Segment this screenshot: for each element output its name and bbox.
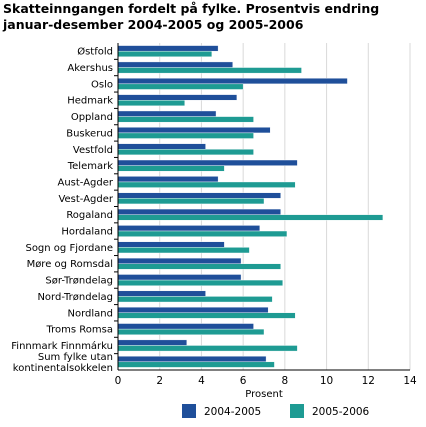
bar-2005-2006	[117, 345, 298, 352]
category-label: Troms Romsa	[46, 325, 113, 336]
chart-title: Skatteinngangen fordelt på fylke. Prosen…	[3, 1, 380, 32]
x-tick-label: 4	[198, 375, 205, 387]
grid-lines	[159, 43, 411, 370]
bar-2004-2005	[117, 61, 233, 68]
category-label: Aust-Agder	[58, 177, 114, 188]
category-label: Møre og Romsdal	[27, 259, 113, 270]
category-label: Østfold	[77, 46, 113, 58]
legend-swatch	[182, 404, 196, 418]
bar-2004-2005	[117, 192, 281, 199]
category-label: Oppland	[71, 112, 113, 123]
bar-2004-2005	[117, 290, 206, 297]
bar-2005-2006	[117, 83, 244, 90]
bar-2005-2006	[117, 50, 213, 57]
x-tick-label: 2	[156, 375, 163, 387]
category-label: Hordaland	[61, 227, 113, 238]
category-label: Finnmark Finnmárku	[11, 340, 113, 352]
category-label: Akershus	[67, 63, 113, 74]
category-label: Buskerud	[66, 128, 113, 139]
bar-2005-2006	[117, 149, 254, 156]
legend: 2004-2005 2005-2006	[182, 404, 370, 418]
bar-2004-2005	[117, 78, 348, 85]
x-tick-label: 10	[320, 375, 333, 387]
legend-swatch	[290, 404, 304, 418]
bar-2005-2006	[117, 116, 254, 123]
category-label: Hedmark	[67, 96, 113, 107]
bar-2005-2006	[117, 296, 273, 303]
category-label: Sum fylke utan	[38, 352, 113, 363]
bar-2005-2006	[117, 100, 185, 107]
bar-2005-2006	[117, 263, 281, 270]
category-label: Oslo	[91, 79, 113, 90]
bar-2004-2005	[117, 323, 254, 330]
bar-2004-2005	[117, 127, 271, 134]
x-tick-label: 12	[362, 375, 375, 387]
bar-2004-2005	[117, 159, 298, 166]
bar-2004-2005	[117, 306, 269, 313]
bar-2004-2005	[117, 176, 219, 183]
category-label: Sogn og Fjordane	[25, 243, 113, 254]
bars	[117, 45, 384, 368]
bar-2004-2005	[117, 94, 238, 101]
category-labels: Østfold Akershus Oslo Hedmark Oppland Buskeru…	[11, 46, 118, 374]
bar-2005-2006	[117, 198, 265, 205]
bar-2004-2005	[117, 339, 188, 346]
bar-2004-2005	[117, 356, 267, 363]
category-label: kontinentalsokkelen	[13, 363, 113, 374]
bar-2005-2006	[117, 181, 296, 188]
category-label: Vestfold	[73, 145, 113, 156]
legend-label: 2004-2005	[204, 406, 261, 418]
bar-2005-2006	[117, 132, 254, 139]
x-tick-label: 6	[240, 375, 247, 387]
bar-2005-2006	[117, 312, 296, 319]
bar-2005-2006	[117, 165, 225, 172]
bar-2005-2006	[117, 214, 384, 221]
bar-2004-2005	[117, 241, 225, 248]
bar-2004-2005	[117, 45, 219, 52]
bar-2005-2006	[117, 67, 302, 74]
bar-2005-2006	[117, 279, 283, 286]
x-tick-label: 14	[403, 375, 417, 387]
category-label: Vest-Agder	[58, 194, 113, 205]
bar-2004-2005	[117, 143, 206, 150]
x-tick-label: 0	[115, 375, 122, 387]
bar-2004-2005	[117, 208, 281, 215]
x-axis-label: Prosent	[245, 389, 283, 400]
bar-2004-2005	[117, 257, 242, 264]
bar-2005-2006	[117, 230, 288, 237]
bar-2004-2005	[117, 110, 217, 117]
category-label: Rogaland	[66, 210, 113, 221]
x-tick-labels: 0 2 4 6 8 10 12 14	[115, 375, 417, 387]
category-label: Nord-Trøndelag	[37, 292, 113, 303]
bar-2004-2005	[117, 225, 261, 232]
legend-label: 2005-2006	[312, 406, 370, 418]
category-label: Sør-Trøndelag	[45, 276, 113, 287]
bar-2005-2006	[117, 328, 265, 335]
axes	[117, 43, 410, 371]
bar-2005-2006	[117, 247, 250, 254]
x-tick-label: 8	[282, 375, 289, 387]
category-label: Telemark	[67, 161, 113, 172]
bar-2004-2005	[117, 274, 242, 281]
category-label: Nordland	[68, 308, 113, 319]
bar-2005-2006	[117, 361, 275, 368]
